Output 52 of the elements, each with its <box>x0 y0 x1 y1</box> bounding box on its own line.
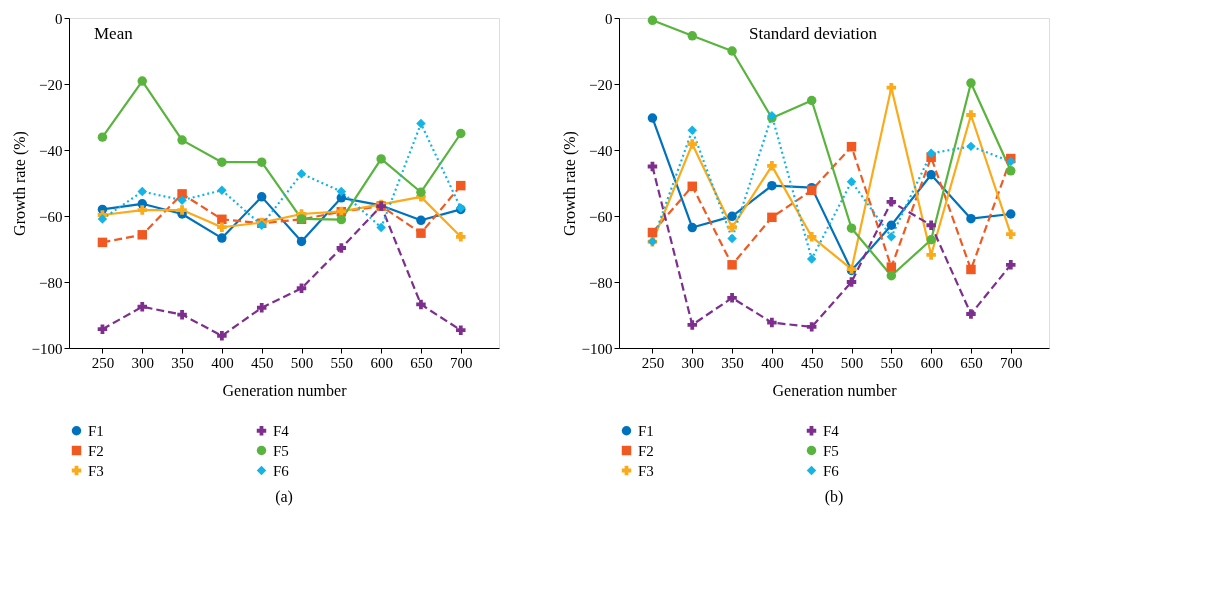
y-axis-title: Growth rate (%) <box>10 131 29 236</box>
x-tick-label: 550 <box>880 354 904 371</box>
legend-label: F6 <box>823 462 840 479</box>
x-tick-label: 250 <box>91 354 115 371</box>
x-tick-label: 700 <box>1000 354 1023 371</box>
chart-title: Mean <box>94 24 134 43</box>
x-axis-title: Generation number <box>772 381 898 399</box>
y-tick-label: 0 <box>605 10 613 27</box>
y-axis-title: Growth rate (%) <box>560 131 579 236</box>
legend-label: F6 <box>273 462 290 479</box>
y-tick-label: −100 <box>31 340 63 357</box>
y-tick-label: −80 <box>39 274 63 291</box>
x-tick-label: 650 <box>410 354 433 371</box>
x-tick-label: 350 <box>721 354 744 371</box>
x-axis-title: Generation number <box>222 381 348 399</box>
legend-label: F2 <box>638 442 654 459</box>
legend-label: F4 <box>273 422 290 439</box>
x-tick-label: 600 <box>920 354 943 371</box>
y-tick-label: −20 <box>39 76 63 93</box>
chart-title: Standard deviation <box>749 24 878 43</box>
legend-label: F5 <box>273 442 289 459</box>
legend-label: F3 <box>88 462 104 479</box>
y-tick-label: −100 <box>581 340 613 357</box>
text: (a) <box>275 488 293 506</box>
y-tick-label: 0 <box>55 10 63 27</box>
y-tick-label: −60 <box>589 208 613 225</box>
legend-label: F1 <box>638 422 654 439</box>
x-tick-label: 250 <box>641 354 665 371</box>
x-tick-label: 450 <box>800 354 824 371</box>
x-tick-label: 700 <box>450 354 473 371</box>
x-tick-label: 400 <box>211 354 234 371</box>
x-tick-label: 400 <box>761 354 784 371</box>
y-tick-label: −80 <box>589 274 613 291</box>
legend-label: F1 <box>88 422 104 439</box>
x-tick-label: 450 <box>250 354 274 371</box>
x-tick-label: 300 <box>681 354 705 371</box>
legend-label: F3 <box>638 462 654 479</box>
x-tick-label: 600 <box>370 354 393 371</box>
y-tick-label: −40 <box>39 142 63 159</box>
x-tick-label: 550 <box>330 354 354 371</box>
x-tick-label: 500 <box>840 354 864 371</box>
x-tick-label: 650 <box>960 354 983 371</box>
y-tick-label: −60 <box>39 208 63 225</box>
legend-label: F5 <box>823 442 839 459</box>
x-tick-label: 300 <box>131 354 155 371</box>
text: (b) <box>824 488 844 506</box>
x-tick-label: 350 <box>171 354 194 371</box>
y-tick-label: −20 <box>589 76 613 93</box>
legend-label: F4 <box>823 422 840 439</box>
legend-label: F2 <box>88 442 104 459</box>
y-tick-label: −40 <box>589 142 613 159</box>
x-tick-label: 500 <box>290 354 314 371</box>
